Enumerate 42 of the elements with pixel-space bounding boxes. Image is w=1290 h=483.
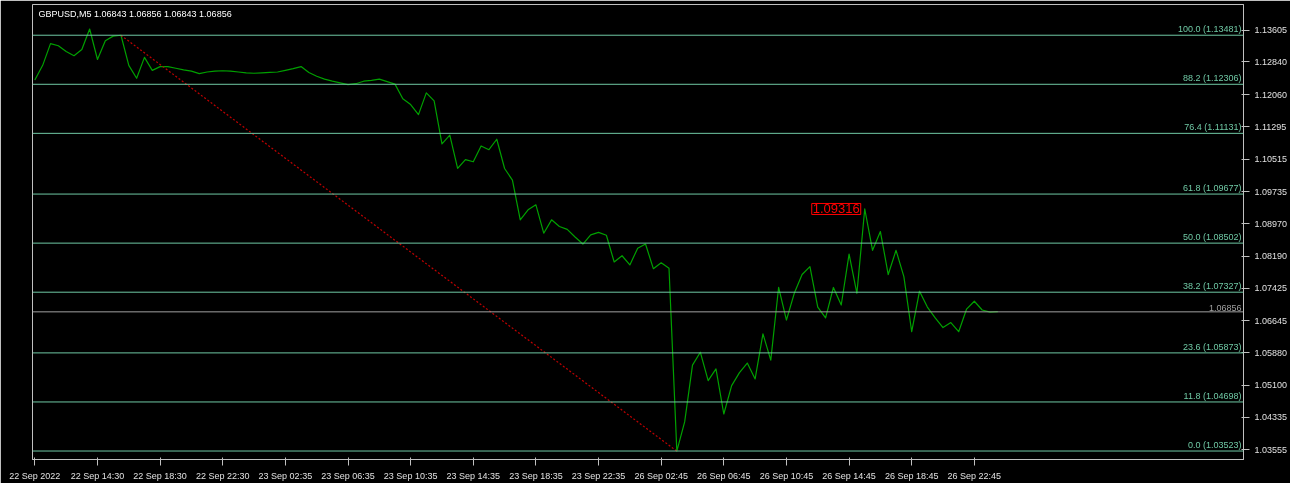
x-tick-label: 23 Sep 22:35 — [571, 470, 626, 481]
y-tick-label: 1.05100 — [1254, 380, 1288, 391]
x-tick-label: 23 Sep 06:35 — [321, 470, 375, 481]
ref-line-label: 1.06856 — [1208, 302, 1242, 313]
x-tick-label: 22 Sep 2022 — [9, 470, 61, 481]
ref-line-label: 23.6 (1.05873) — [1182, 341, 1242, 352]
x-tick-label: 23 Sep 10:35 — [383, 470, 438, 481]
x-tick-label: 26 Sep 10:45 — [759, 470, 814, 481]
annotation: 1.09316 — [812, 201, 860, 217]
x-tick-label: 26 Sep 02:45 — [634, 470, 688, 481]
y-tick-label: 1.12060 — [1254, 89, 1288, 100]
x-tick-label: 26 Sep 22:45 — [947, 470, 1002, 481]
x-tick-label: 23 Sep 02:35 — [258, 470, 313, 481]
y-tick-label: 1.12840 — [1254, 57, 1288, 67]
x-tick-label: 23 Sep 18:35 — [509, 470, 563, 481]
x-tick-label: 23 Sep 14:35 — [446, 470, 501, 481]
y-tick-label: 1.06645 — [1254, 315, 1288, 326]
x-tick-label: 26 Sep 14:45 — [822, 470, 876, 481]
y-tick-label: 1.03555 — [1254, 444, 1288, 455]
y-tick-label: 1.07425 — [1254, 283, 1288, 294]
x-tick-label: 22 Sep 14:30 — [70, 470, 125, 481]
y-tick-label: 1.08970 — [1254, 218, 1288, 229]
y-tick-label: 1.11295 — [1254, 121, 1287, 132]
ref-line-label: 88.2 (1.12306) — [1182, 73, 1242, 84]
y-tick-label: 1.04335 — [1254, 412, 1288, 423]
ref-line-label: 76.4 (1.11131) — [1184, 122, 1242, 133]
y-tick-label: 1.13605 — [1254, 25, 1288, 36]
x-tick-label: 26 Sep 06:45 — [697, 470, 751, 481]
y-tick-label: 1.05880 — [1254, 347, 1288, 358]
ref-line-label: 11.8 (1.04698) — [1183, 390, 1242, 401]
y-tick-label: 1.10515 — [1254, 154, 1288, 165]
ref-line-label: 61.8 (1.09677) — [1182, 183, 1242, 194]
ref-line-label: 38.2 (1.07327) — [1182, 281, 1242, 292]
x-tick-label: 22 Sep 22:30 — [195, 470, 250, 481]
y-tick-label: 1.08190 — [1254, 251, 1288, 262]
ref-line-label: 50.0 (1.08502) — [1182, 232, 1242, 243]
ref-line-label: 0.0 (1.03523) — [1187, 440, 1242, 451]
chart-title: GBPUSD,M5 1.06843 1.06856 1.06843 1.06856 — [38, 8, 232, 19]
y-tick-label: 1.09735 — [1254, 186, 1288, 197]
x-tick-label: 22 Sep 18:30 — [133, 470, 187, 481]
x-tick-label: 26 Sep 18:45 — [884, 470, 939, 481]
ref-line-label: 100.0 (1.13481) — [1177, 24, 1242, 35]
